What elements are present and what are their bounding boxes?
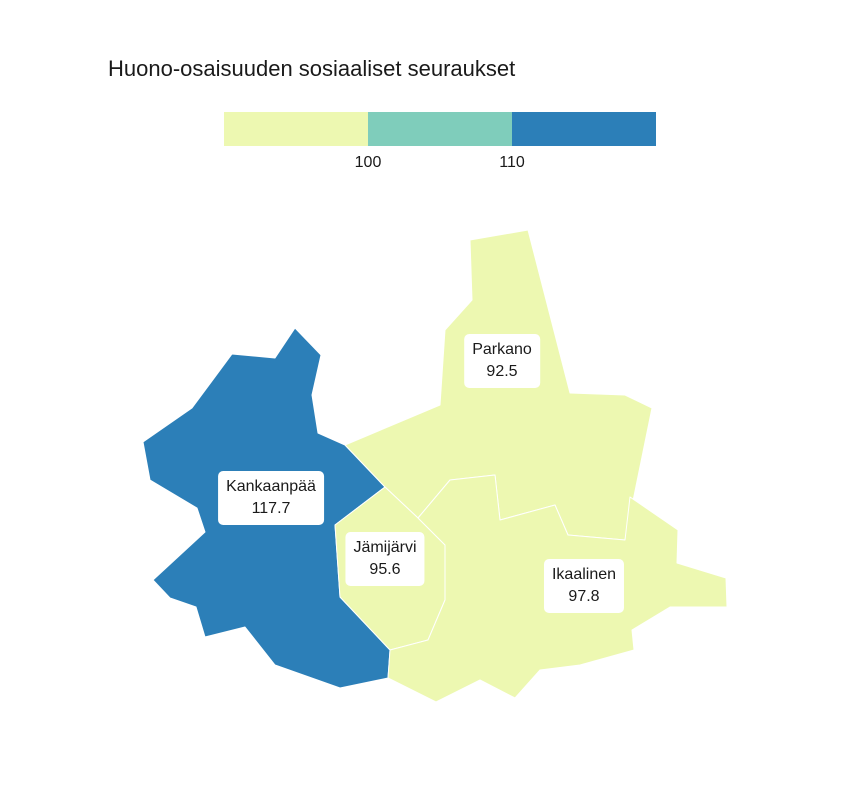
legend-tick-100: 100 [354,154,382,171]
legend-swatch-mid [368,112,512,146]
region-name-kankaanpaa: Kankaanpää [226,478,316,495]
region-value-parkano: 92.5 [486,363,518,380]
region-value-ikaalinen: 97.8 [568,588,600,605]
region-label-ikaalinen: Ikaalinen 97.8 [543,559,625,613]
map-title: Huono-osaisuuden sosiaaliset seuraukset [108,56,516,81]
legend-tick-110: 110 [499,154,525,171]
region-label-jamijarvi: Jämijärvi 95.6 [345,532,425,586]
region-name-jamijarvi: Jämijärvi [353,539,417,556]
legend-swatch-high [512,112,656,146]
region-label-parkano: Parkano 92.5 [464,334,540,388]
region-value-jamijarvi: 95.6 [369,561,401,578]
color-legend [224,112,656,146]
region-label-kankaanpaa: Kankaanpää 117.7 [218,471,324,525]
region-value-kankaanpaa: 117.7 [251,500,291,517]
region-name-parkano: Parkano [472,341,532,358]
region-name-ikaalinen: Ikaalinen [551,566,617,583]
legend-swatch-low [224,112,368,146]
